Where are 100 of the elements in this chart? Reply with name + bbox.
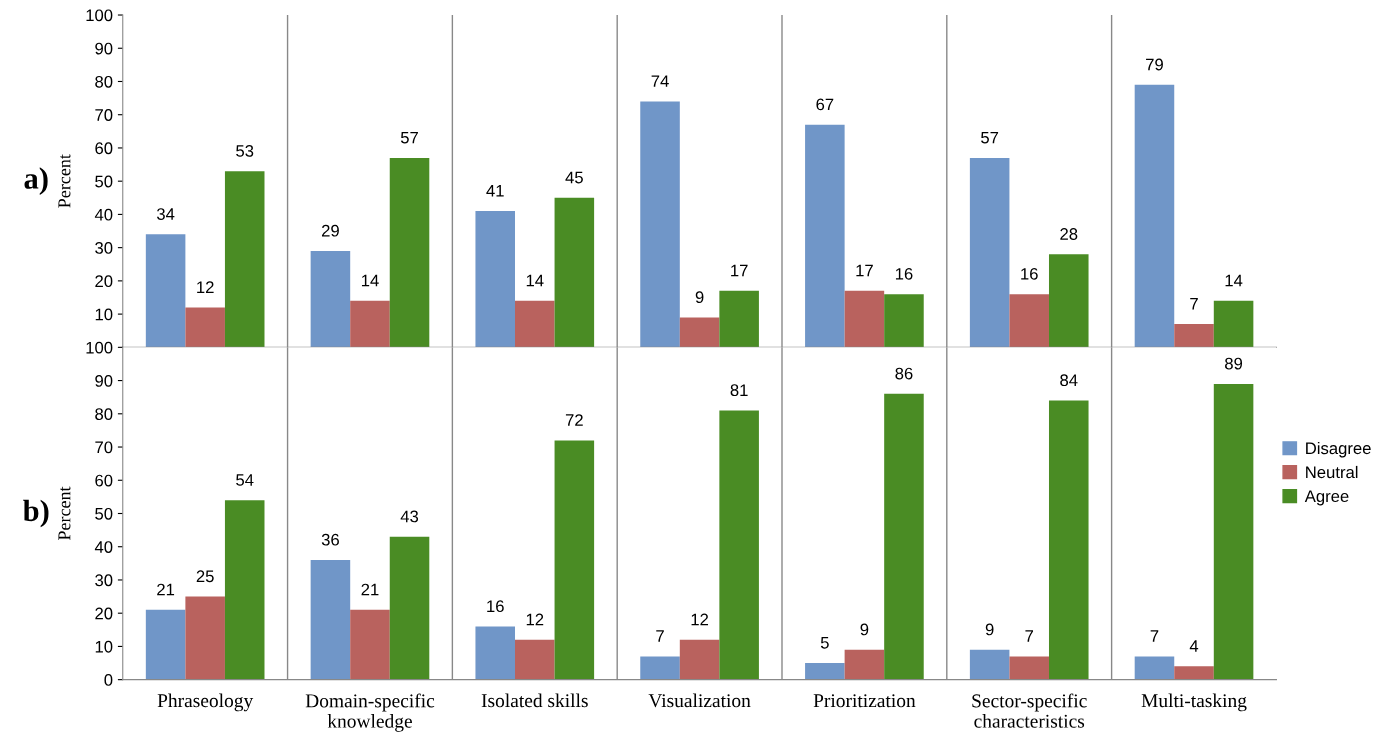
bar [1134,656,1175,680]
data-label: 28 [1060,228,1078,240]
data-label: 86 [895,367,913,380]
data-label: 7 [1025,630,1034,642]
bar [805,124,845,348]
bar [969,157,1010,348]
data-label: 9 [695,291,704,304]
bar [515,639,555,680]
bar [679,317,720,348]
data-label: 16 [487,600,504,613]
data-label: 43 [400,510,419,523]
data-label: 17 [731,264,748,277]
bar [515,300,555,348]
bar [224,171,265,348]
bar [475,626,516,680]
data-label: 79 [1146,58,1163,71]
x-tick-label: Visualization [648,693,751,708]
y-tick-label: 40 [94,541,113,553]
data-label: 12 [197,281,214,293]
data-label: 7 [1190,298,1198,310]
data-label: 14 [526,274,544,287]
bar [805,663,845,680]
data-label: 72 [565,414,583,426]
bar [719,410,759,680]
data-label: 17 [856,264,873,277]
data-label: 34 [156,208,175,220]
bar [1174,666,1214,680]
text: b) [23,499,49,528]
data-label: 36 [321,533,339,546]
data-label: 16 [1021,267,1038,280]
data-label: 16 [895,267,913,280]
bar [640,101,680,348]
y-tick-label: 90 [95,42,113,55]
data-label: 89 [1225,357,1243,370]
data-label: 7 [1150,630,1159,642]
y-tick-label: 50 [95,175,113,188]
bar [640,656,680,680]
bar [1174,324,1214,348]
y-tick-label: 50 [95,507,113,520]
y-axis-title: Percent [58,486,71,541]
data-label: 7 [656,630,664,642]
data-label: 45 [565,171,583,184]
legend-label: Disagree [1306,441,1371,458]
y-tick-label: 100 [86,341,113,354]
y-tick-label: 0 [104,674,113,686]
data-label: 5 [820,637,829,649]
data-label: 41 [486,185,504,197]
y-tick-label: 80 [95,75,113,88]
y-tick-label: 20 [95,607,113,620]
bar [310,560,351,680]
bar [310,250,351,348]
bar [679,639,720,680]
x-tick-label: Domain-specific knowledge [305,693,435,732]
data-label: 4 [1189,640,1199,652]
bar [969,649,1010,680]
bar [844,290,885,348]
bar [475,211,516,348]
data-label: 12 [526,613,544,626]
x-tick-label: Isolated skills [481,693,588,708]
data-label: 84 [1060,374,1078,387]
bar [185,596,225,680]
data-label: 57 [981,131,999,144]
data-label: 12 [691,613,709,626]
data-label: 21 [157,583,175,596]
x-tick-label: Phraseology [157,693,254,712]
x-tick-label: Sector-specific characteristics [972,693,1087,728]
bar [554,440,595,680]
y-tick-label: 10 [95,640,113,653]
bar [844,649,885,680]
bar [719,290,759,348]
y-tick-label: 10 [95,308,113,321]
x-tick-label: Prioritization [813,694,916,708]
bar [1009,294,1049,348]
data-label: 67 [816,98,834,111]
data-label: 81 [730,384,748,397]
legend-label: Neutral [1306,465,1358,479]
y-tick-label: 80 [95,408,113,420]
bar [554,197,595,348]
bar [1048,254,1089,348]
bar [145,234,186,348]
y-tick-label: 30 [95,574,113,587]
data-label: 53 [236,145,254,157]
y-tick-label: 70 [95,109,113,121]
data-label: 21 [361,583,379,596]
y-tick-label: 70 [95,441,113,454]
data-label: 9 [860,623,869,636]
legend-label: Agree [1304,490,1349,506]
y-tick-label: 30 [95,242,113,254]
bar [1134,84,1175,348]
bar [350,300,390,348]
data-label: 54 [236,474,254,486]
bar [884,393,924,680]
bar [1009,656,1049,680]
data-label: 57 [400,131,418,144]
text: a) [24,167,48,196]
bar [1213,300,1254,348]
bar [1048,400,1089,680]
y-axis-title: Percent [58,154,71,208]
bar [350,609,390,680]
bar [185,307,225,348]
